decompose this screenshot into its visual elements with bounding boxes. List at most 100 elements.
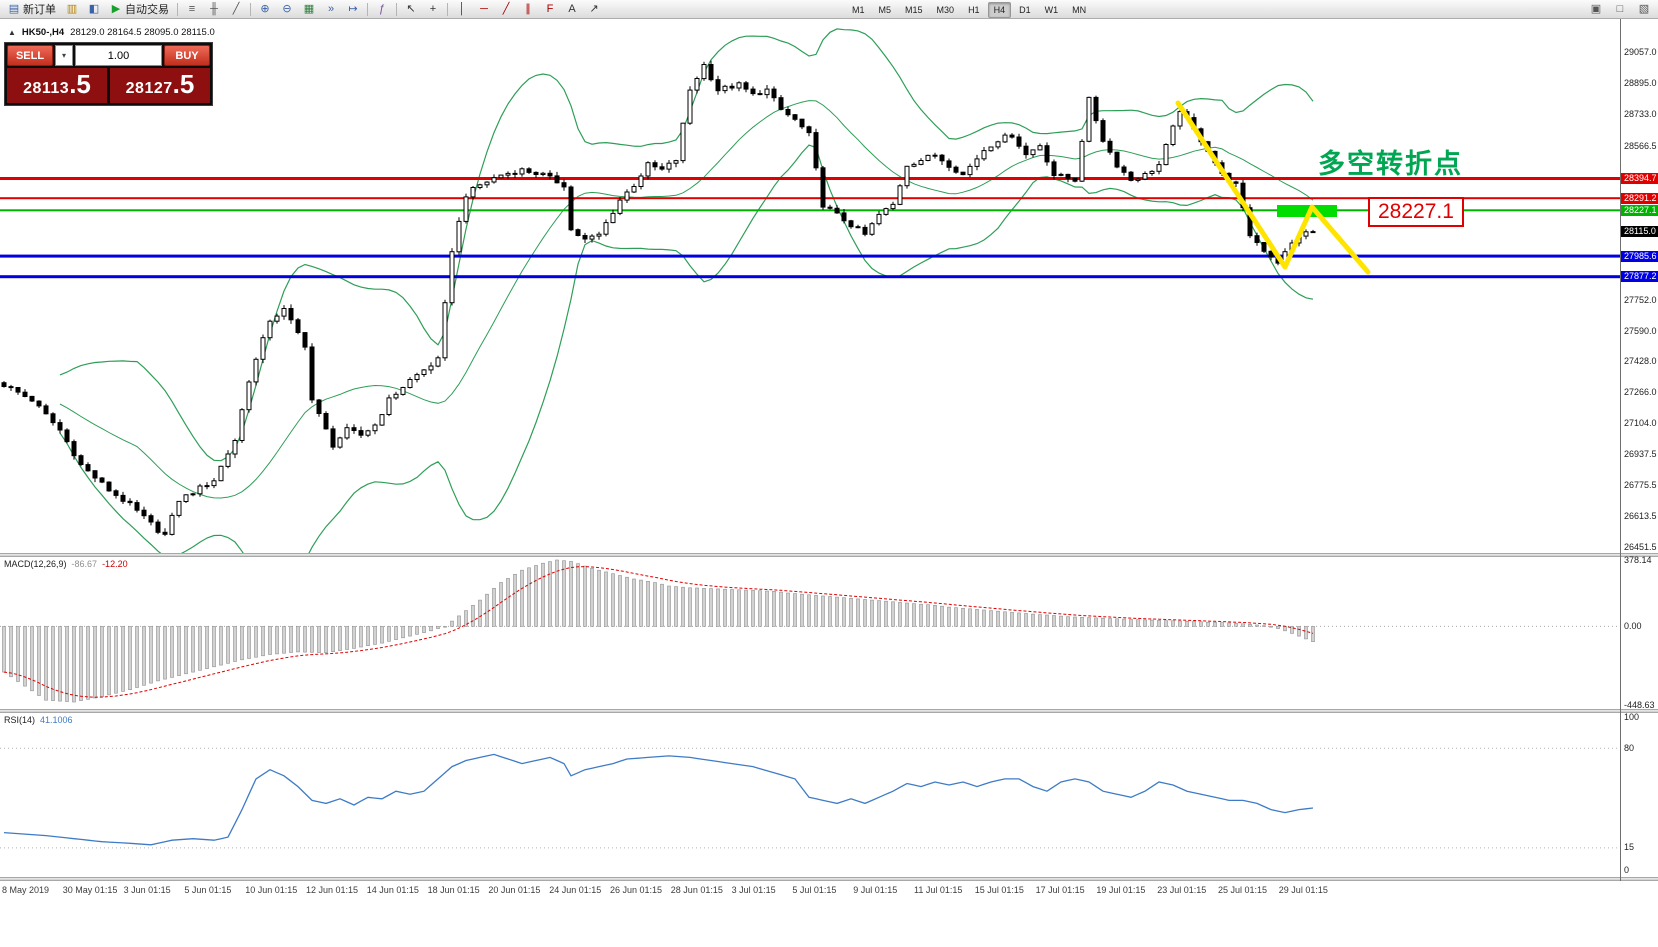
macd-name: MACD(12,26,9)	[4, 559, 67, 569]
horizontal-level-lines[interactable]	[0, 177, 1620, 279]
time-scale-label: 24 Jun 01:15	[549, 885, 602, 895]
sell-price-main: 28113	[23, 80, 70, 97]
tile-windows-button[interactable]: ▦	[298, 1, 320, 18]
price-callout-box[interactable]: 28227.1	[1368, 197, 1464, 227]
panel-separator-macd[interactable]	[0, 553, 1658, 557]
buy-button[interactable]: BUY	[164, 45, 210, 66]
chart-annotation-text[interactable]: 多空转折点	[1318, 149, 1463, 179]
horizontal-line-tool-button[interactable]: ─	[473, 1, 495, 18]
auto-scroll-button[interactable]: »	[320, 1, 342, 18]
rsi-label: RSI(14) 41.1006	[4, 715, 73, 725]
buy-price-main: 28127	[125, 80, 173, 97]
one-click-trading-panel: SELL ▾ 1.00 BUY 28113.5 28127.5	[4, 42, 213, 106]
text-tool-button[interactable]: A	[561, 1, 583, 18]
price-chart-canvas[interactable]	[0, 19, 1620, 553]
scale-label: 26613.5	[1624, 510, 1657, 521]
timeframe-button-w1[interactable]: W1	[1044, 4, 1059, 15]
scale-label: 378.14	[1624, 554, 1652, 565]
vertical-line-tool-button[interactable]: │	[451, 1, 473, 18]
zoom-in-button[interactable]: ⊕	[254, 1, 276, 18]
timeframe-button-d1[interactable]: D1	[1019, 4, 1031, 15]
fibonacci-icon: F	[546, 2, 554, 15]
window-restore-button[interactable]: □	[1609, 1, 1631, 18]
trendline-tool-button[interactable]: ╱	[495, 1, 517, 18]
toolbar-separator	[367, 2, 368, 16]
macd-signal-line	[3, 566, 1314, 698]
time-scale-label: 26 Jun 01:15	[610, 885, 663, 895]
candles	[1, 60, 1316, 537]
crosshair-tool-button[interactable]: +	[422, 1, 444, 18]
timeframe-button-h1[interactable]: H1	[968, 4, 980, 15]
zoom-out-button[interactable]: ⊖	[276, 1, 298, 18]
timeframe-button-m15[interactable]: M15	[905, 4, 923, 15]
timeframe-button-m30[interactable]: M30	[936, 4, 955, 15]
window-dock-button[interactable]: ▧	[1633, 1, 1655, 18]
scale-label: 27590.0	[1624, 325, 1657, 336]
volume-spinner[interactable]: ▾	[55, 45, 73, 66]
highlight-zone[interactable]	[1277, 205, 1337, 217]
scale-label: 100	[1624, 712, 1640, 723]
timeframe-button-m5[interactable]: M5	[878, 4, 892, 15]
indicators-icon: ƒ	[378, 2, 386, 15]
bar-chart-icon: ≡	[188, 2, 196, 15]
chart-symbol-label: HK50-,H4	[21, 27, 65, 38]
new-order-label: 新订单	[23, 4, 56, 16]
time-scale-label: 19 Jul 01:15	[1096, 885, 1146, 895]
sell-price-button[interactable]: 28113.5	[7, 68, 107, 103]
price-scale-level-label: 28227.1	[1621, 204, 1658, 216]
fibonacci-tool-button[interactable]: F	[539, 1, 561, 18]
horizontal-line-icon: ─	[480, 2, 488, 15]
scale-label: 80	[1624, 742, 1635, 753]
trendline-icon: ╱	[502, 2, 510, 15]
chart-shift-button[interactable]: ↦	[342, 1, 364, 18]
panel-separator-rsi[interactable]	[0, 709, 1658, 713]
price-scale[interactable]: 29057.0 28895.0 28733.0 28566.5 27752.0 27590…	[1620, 0, 1658, 947]
time-scale-label: 28 Jun 01:15	[670, 885, 723, 895]
zoom-out-icon: ⊖	[282, 2, 292, 15]
auto-trading-play-icon: ▶	[111, 2, 121, 15]
bollinger-bands	[59, 28, 1314, 553]
rsi-value: 41.1006	[40, 715, 73, 725]
window-arrange-button[interactable]: ▣	[1585, 1, 1607, 18]
one-click-toggle-icon[interactable]: ▲	[8, 28, 16, 37]
timeframe-button-m1[interactable]: M1	[852, 4, 865, 15]
market-watch-button[interactable]: ▥	[61, 1, 83, 18]
scale-label: 28566.5	[1624, 140, 1657, 151]
panel-separator-timeaxis[interactable]	[0, 877, 1658, 881]
navigator-button[interactable]: ◧	[83, 1, 105, 18]
navigator-icon: ◧	[88, 2, 100, 15]
time-scale-label: 17 Jul 01:15	[1035, 885, 1085, 895]
new-order-icon: ▤	[8, 2, 20, 15]
channel-tool-button[interactable]: ∥	[517, 1, 539, 18]
sell-button[interactable]: SELL	[7, 45, 53, 66]
auto-trading-label: 自动交易	[125, 4, 169, 16]
timeframe-button-h4[interactable]: H4	[987, 1, 1012, 18]
market-watch-icon: ▥	[66, 2, 78, 15]
auto-trading-button[interactable]: ▶ 自动交易	[105, 1, 174, 18]
rsi-chart-canvas[interactable]	[0, 713, 1620, 877]
timeframe-button-mn[interactable]: MN	[1072, 4, 1087, 15]
scale-label: 15	[1624, 842, 1635, 853]
scale-label: 26775.5	[1624, 480, 1657, 491]
time-scale-label: 30 May 01:15	[62, 885, 118, 895]
window-arrange-icon: ▣	[1590, 3, 1602, 15]
yellow-trendline[interactable]	[1175, 100, 1371, 275]
cursor-tool-button[interactable]: ↖	[400, 1, 422, 18]
time-scale[interactable]: 8 May 2019 30 May 01:15 3 Jun 01:15 5 Jun 0…	[0, 881, 1658, 905]
volume-input[interactable]: 1.00	[75, 45, 162, 66]
indicators-button[interactable]: ƒ	[371, 1, 393, 18]
time-scale-label: 11 Jul 01:15	[914, 885, 963, 895]
buy-price-button[interactable]: 28127.5	[110, 68, 210, 103]
bar-chart-mode-button[interactable]: ≡	[181, 1, 203, 18]
macd-chart-canvas[interactable]	[0, 557, 1620, 709]
new-order-button[interactable]: ▤ 新订单	[3, 1, 61, 18]
toolbar-separator	[177, 2, 178, 16]
time-scale-label: 14 Jun 01:15	[366, 885, 419, 895]
line-chart-mode-button[interactable]: ╱	[225, 1, 247, 18]
price-scale-level-label: 28291.2	[1621, 192, 1658, 204]
toolbar-separator	[396, 2, 397, 16]
one-click-top-row: SELL ▾ 1.00 BUY	[7, 45, 210, 66]
zoom-in-icon: ⊕	[260, 2, 270, 15]
candlestick-mode-button[interactable]: ╫	[203, 1, 225, 18]
arrows-tool-button[interactable]: ↗	[583, 1, 605, 18]
